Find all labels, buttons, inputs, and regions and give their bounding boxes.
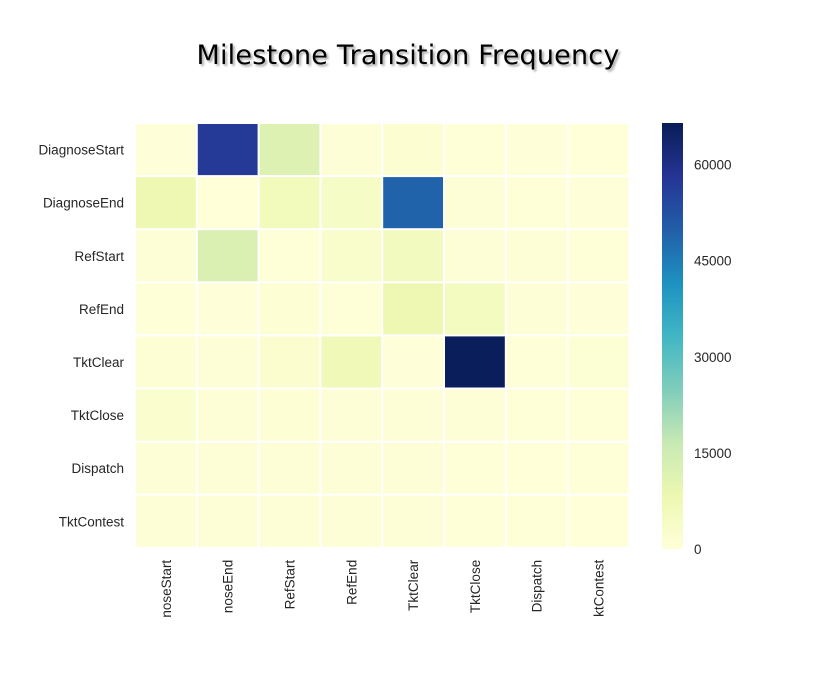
heatmap-cell-TktContest-DiagnoseStart (136, 495, 196, 547)
heatmap-cell-Dispatch-TktContest (568, 442, 629, 494)
heatmap-cell-TktContest-TktClear (383, 495, 443, 547)
column-label-TktContest: ktContest (592, 560, 607, 617)
column-label-RefEnd: RefEnd (344, 560, 359, 605)
heatmap-cell-TktClear-TktContest (568, 336, 629, 388)
heatmap-cell-TktClose-TktClear (383, 389, 443, 441)
colorbar-tick-label: 30000 (694, 350, 732, 365)
column-label-DiagnoseEnd: noseEnd (221, 560, 236, 613)
row-label-DiagnoseStart: DiagnoseStart (38, 143, 124, 158)
heatmap-cell-RefEnd-TktClose (445, 283, 505, 335)
heatmap-cell-RefEnd-TktClear (383, 283, 443, 335)
heatmap-cell-Dispatch-RefEnd (321, 442, 382, 494)
row-label-TktContest: TktContest (59, 514, 125, 529)
heatmap-cell-RefEnd-RefStart (259, 283, 320, 335)
row-label-TktClear: TktClear (73, 355, 125, 370)
row-label-RefStart: RefStart (74, 249, 124, 264)
heatmap-cell-DiagnoseEnd-RefStart (259, 177, 320, 229)
row-label-RefEnd: RefEnd (79, 302, 124, 317)
heatmap-cell-DiagnoseStart-DiagnoseEnd (197, 124, 258, 176)
column-label-TktClose: TktClose (468, 560, 483, 613)
heatmap-cell-DiagnoseStart-RefEnd (321, 124, 382, 176)
colorbar-gradient (662, 123, 683, 549)
heatmap-cell-RefStart-TktClose (445, 230, 505, 282)
heatmap-cell-RefEnd-DiagnoseStart (136, 283, 196, 335)
heatmap-cell-Dispatch-DiagnoseEnd (197, 442, 258, 494)
row-tick-labels: DiagnoseStart DiagnoseEnd RefStart RefEnd Tk… (38, 143, 124, 530)
heatmap-cell-TktContest-RefEnd (321, 495, 382, 547)
heatmap-cell-DiagnoseStart-Dispatch (506, 124, 567, 176)
colorbar-tick-label: 0 (694, 542, 702, 557)
chart-title: Milestone Transition Frequency (196, 40, 620, 71)
column-label-TktClear: TktClear (406, 559, 421, 611)
heatmap-cell-TktContest-TktClose (445, 495, 505, 547)
heatmap-cell-TktClose-TktClose (445, 389, 505, 441)
heatmap-cell-TktClear-RefEnd (321, 336, 382, 388)
heatmap-cell-DiagnoseEnd-TktContest (568, 177, 629, 229)
heatmap-cell-RefStart-DiagnoseStart (136, 230, 196, 282)
heatmap-cell-RefStart-Dispatch (506, 230, 567, 282)
heatmap-cell-RefStart-TktContest (568, 230, 629, 282)
heatmap-cell-Dispatch-TktClose (445, 442, 505, 494)
heatmap-cell-TktClose-RefEnd (321, 389, 382, 441)
heatmap-cell-DiagnoseStart-TktClear (383, 124, 443, 176)
heatmap-cell-DiagnoseEnd-DiagnoseStart (136, 177, 196, 229)
heatmap-cell-TktContest-DiagnoseEnd (197, 495, 258, 547)
heatmap-cell-DiagnoseEnd-Dispatch (506, 177, 567, 229)
heatmap-cell-DiagnoseEnd-TktClose (445, 177, 505, 229)
heatmap-cell-TktClose-RefStart (259, 389, 320, 441)
heatmap-cell-TktClear-Dispatch (506, 336, 567, 388)
heatmap-cell-RefStart-RefStart (259, 230, 320, 282)
heatmap-cell-RefEnd-TktContest (568, 283, 629, 335)
heatmap-cell-RefEnd-DiagnoseEnd (197, 283, 258, 335)
heatmap-cell-DiagnoseStart-TktContest (568, 124, 629, 176)
heatmap-cell-TktClear-TktClose (445, 336, 505, 388)
heatmap-cell-RefEnd-Dispatch (506, 283, 567, 335)
heatmap-cell-TktClose-DiagnoseEnd (197, 389, 258, 441)
heatmap-cell-TktContest-TktContest (568, 495, 629, 547)
heatmap-cell-DiagnoseEnd-DiagnoseEnd (197, 177, 258, 229)
row-label-TktClose: TktClose (71, 408, 124, 423)
heatmap-cell-RefStart-DiagnoseEnd (197, 230, 258, 282)
heatmap-cell-RefEnd-RefEnd (321, 283, 382, 335)
colorbar-tick-label: 60000 (694, 158, 732, 173)
heatmap-cell-TktClear-DiagnoseStart (136, 336, 196, 388)
heatmap-cell-Dispatch-RefStart (259, 442, 320, 494)
heatmap-cell-DiagnoseEnd-TktClear (383, 177, 443, 229)
heatmap-cell-TktClear-RefStart (259, 336, 320, 388)
heatmap-cell-TktContest-Dispatch (506, 495, 567, 547)
heatmap-cell-TktClear-DiagnoseEnd (197, 336, 258, 388)
heatmap-cell-DiagnoseEnd-RefEnd (321, 177, 382, 229)
heatmap-cell-Dispatch-Dispatch (506, 442, 567, 494)
colorbar-ticks: 0 15000 30000 45000 60000 (694, 158, 732, 557)
row-label-DiagnoseEnd: DiagnoseEnd (43, 196, 124, 211)
colorbar-tick-label: 45000 (694, 254, 732, 269)
heatmap-cell-DiagnoseStart-RefStart (259, 124, 320, 176)
heatmap-cell-Dispatch-DiagnoseStart (136, 442, 196, 494)
heatmap-cell-TktClose-TktContest (568, 389, 629, 441)
heatmap-cell-RefStart-RefEnd (321, 230, 382, 282)
heatmap-cell-DiagnoseStart-TktClose (445, 124, 505, 176)
heatmap-cells (136, 124, 629, 547)
column-label-Dispatch: Dispatch (530, 560, 545, 613)
column-label-RefStart: RefStart (283, 560, 298, 610)
colorbar-tick-label: 15000 (694, 446, 732, 461)
heatmap-cell-TktContest-RefStart (259, 495, 320, 547)
heatmap-cell-Dispatch-TktClear (383, 442, 443, 494)
colorbar: 0 15000 30000 45000 60000 (662, 123, 732, 557)
heatmap-cell-TktClear-TktClear (383, 336, 443, 388)
column-label-DiagnoseStart: noseStart (159, 560, 174, 618)
column-tick-labels: noseStart noseEnd RefStart RefEnd TktClear Tk… (159, 559, 607, 617)
heatmap-cell-TktClose-DiagnoseStart (136, 389, 196, 441)
heatmap-cell-TktClose-Dispatch (506, 389, 567, 441)
heatmap-cell-DiagnoseStart-DiagnoseStart (136, 124, 196, 176)
heatmap-cell-RefStart-TktClear (383, 230, 443, 282)
row-label-Dispatch: Dispatch (71, 461, 124, 476)
